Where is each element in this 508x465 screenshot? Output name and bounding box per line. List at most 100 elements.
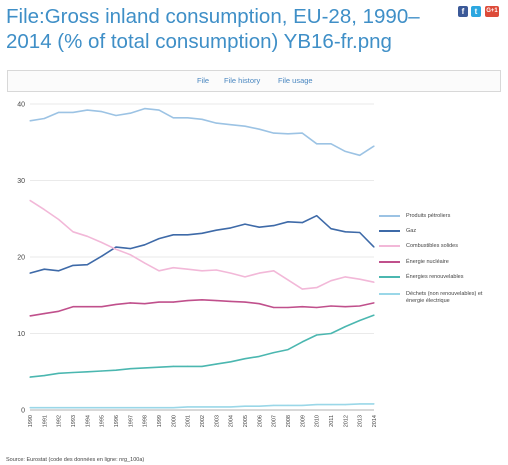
data-point bbox=[330, 332, 332, 335]
file-tabs-bar: File File history File usage bbox=[7, 70, 501, 92]
x-tick-label: 1990 bbox=[28, 415, 34, 427]
data-point bbox=[301, 221, 303, 224]
data-point bbox=[101, 111, 103, 113]
x-tick-label: 2007 bbox=[272, 415, 278, 427]
data-point bbox=[144, 262, 146, 264]
data-point bbox=[129, 247, 131, 250]
data-point bbox=[43, 313, 45, 315]
x-tick-label: 1992 bbox=[57, 415, 63, 427]
data-point bbox=[244, 223, 246, 225]
data-point bbox=[129, 112, 131, 114]
data-point bbox=[187, 268, 189, 270]
data-point bbox=[187, 300, 189, 302]
data-point bbox=[316, 404, 318, 406]
data-point bbox=[29, 376, 31, 378]
page-title: File:Gross inland consumption, EU-28, 19… bbox=[6, 5, 420, 53]
data-point bbox=[244, 276, 246, 278]
x-tick-label: 2005 bbox=[243, 415, 249, 427]
data-point bbox=[115, 303, 117, 306]
x-tick-label: 2003 bbox=[214, 415, 220, 427]
facebook-share-icon[interactable]: f bbox=[458, 6, 468, 17]
y-tick-label: 30 bbox=[17, 178, 25, 185]
data-point bbox=[201, 118, 203, 120]
x-tick-label: 1998 bbox=[143, 415, 149, 427]
data-point bbox=[201, 270, 203, 272]
data-point bbox=[301, 341, 303, 343]
data-point bbox=[72, 264, 74, 267]
data-point bbox=[287, 221, 289, 223]
data-point bbox=[72, 407, 74, 409]
data-point bbox=[86, 407, 88, 409]
x-tick-label: 2006 bbox=[257, 415, 263, 427]
data-point bbox=[215, 122, 217, 124]
data-point bbox=[287, 404, 289, 407]
data-point bbox=[230, 272, 232, 274]
data-point bbox=[316, 334, 318, 336]
data-point bbox=[58, 270, 60, 272]
x-tick-label: 2000 bbox=[171, 415, 177, 427]
data-point bbox=[344, 404, 346, 406]
data-point bbox=[58, 310, 60, 312]
y-tick-label: 10 bbox=[17, 331, 25, 338]
data-point bbox=[230, 227, 232, 229]
tab-file-usage[interactable]: File usage bbox=[278, 76, 313, 85]
data-point bbox=[273, 404, 275, 407]
data-point bbox=[258, 272, 260, 274]
data-point bbox=[330, 143, 332, 145]
data-point bbox=[172, 365, 174, 367]
legend-label: Énergie nucléaire bbox=[406, 259, 449, 265]
series-line bbox=[29, 199, 375, 290]
y-tick-label: 20 bbox=[17, 255, 25, 262]
tab-file[interactable]: File bbox=[197, 76, 210, 85]
data-point bbox=[287, 306, 289, 309]
data-point bbox=[172, 407, 174, 409]
data-point bbox=[158, 109, 160, 111]
data-point bbox=[201, 232, 203, 234]
data-point bbox=[58, 372, 60, 374]
data-point bbox=[273, 306, 275, 309]
data-point bbox=[287, 133, 289, 135]
data-point bbox=[129, 254, 131, 256]
x-tick-label: 2002 bbox=[200, 415, 206, 427]
data-point bbox=[230, 300, 232, 302]
data-point bbox=[172, 267, 174, 269]
data-point bbox=[43, 117, 45, 120]
data-point bbox=[101, 255, 103, 257]
tab-file-history[interactable]: File history bbox=[224, 76, 261, 85]
y-tick-label: 40 bbox=[17, 102, 25, 109]
googleplus-share-icon[interactable]: G+1 bbox=[485, 6, 499, 17]
data-point bbox=[101, 241, 103, 244]
x-tick-label: 2014 bbox=[372, 415, 378, 427]
data-point bbox=[215, 300, 217, 302]
data-point bbox=[58, 111, 60, 114]
data-point bbox=[287, 348, 289, 351]
data-point bbox=[330, 305, 332, 307]
data-point bbox=[230, 361, 232, 363]
twitter-share-icon[interactable]: t bbox=[471, 6, 481, 17]
data-point bbox=[43, 268, 45, 270]
data-point bbox=[158, 270, 160, 272]
data-point bbox=[244, 358, 246, 360]
data-point bbox=[29, 199, 31, 201]
data-point bbox=[158, 407, 160, 409]
data-point bbox=[144, 407, 146, 409]
legend-swatch bbox=[379, 215, 400, 217]
data-point bbox=[29, 120, 31, 122]
data-point bbox=[86, 371, 88, 373]
legend-label: Combustibles solides bbox=[406, 243, 458, 249]
data-point bbox=[258, 405, 260, 407]
data-point bbox=[301, 404, 303, 407]
x-tick-label: 2009 bbox=[300, 415, 306, 427]
data-point bbox=[316, 143, 318, 145]
data-point bbox=[344, 306, 346, 308]
data-point bbox=[359, 278, 361, 280]
data-point bbox=[373, 246, 375, 248]
legend-label: Produits pétroliers bbox=[406, 213, 451, 219]
data-point bbox=[373, 145, 375, 147]
legend-swatch bbox=[379, 276, 400, 278]
data-point bbox=[215, 229, 217, 231]
legend-swatch bbox=[379, 245, 400, 247]
data-point bbox=[158, 238, 160, 240]
data-point bbox=[359, 154, 361, 156]
data-point bbox=[330, 280, 332, 282]
